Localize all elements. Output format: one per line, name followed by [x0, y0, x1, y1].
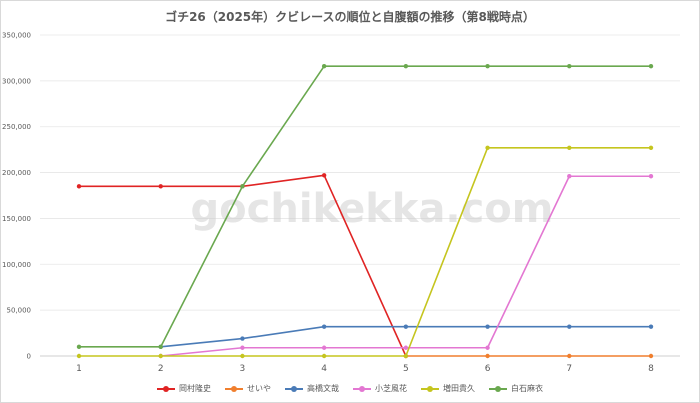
data-point: [648, 353, 654, 359]
series-4: [76, 145, 654, 359]
data-point: [158, 344, 163, 350]
y-tick-label: 50,000: [7, 307, 32, 315]
legend-swatch: [225, 385, 243, 392]
series-line: [79, 65, 651, 348]
x-axis-ticks: 1 2 3 4 5 6 7 8: [76, 364, 654, 374]
data-point: [567, 174, 572, 179]
legend-item: 増田貴久: [421, 383, 475, 394]
y-tick-label: 100,000: [2, 261, 31, 269]
x-tick-label: 2: [158, 364, 164, 374]
legend-marker: [427, 385, 433, 392]
data-point: [567, 63, 572, 69]
y-axis-ticks: 0 50,000 100,000 150,000 200,000 250,000 300,0…: [2, 32, 31, 361]
legend-swatch: [421, 385, 439, 392]
data-point: [485, 324, 490, 329]
series-5: [76, 63, 654, 350]
data-point: [648, 145, 654, 151]
series-line: [160, 325, 651, 348]
data-point: [240, 336, 245, 341]
data-point: [485, 345, 490, 350]
legend-label: 白石麻衣: [511, 384, 543, 393]
y-tick-label: 350,000: [2, 32, 31, 40]
data-point: [158, 184, 163, 189]
x-tick-label: 1: [76, 364, 82, 374]
legend-item: 小芝風花: [353, 383, 407, 394]
data-point: [240, 345, 245, 350]
legend-item: 高橋文哉: [285, 383, 339, 394]
y-tick-label: 0: [27, 353, 31, 361]
series-2: [158, 324, 654, 350]
data-point: [485, 63, 490, 69]
x-tick-label: 5: [403, 364, 409, 374]
legend-marker: [291, 385, 297, 392]
data-point: [403, 324, 409, 329]
y-tick-label: 200,000: [2, 169, 31, 177]
series-group: [76, 63, 654, 359]
legend-marker: [163, 385, 169, 392]
legend: 岡村隆史 せいや 高橋文哉 小芝風花 増田貴久 白石麻衣: [0, 383, 700, 394]
legend-swatch: [353, 385, 371, 392]
watermark: gochikekka.com: [191, 186, 554, 232]
legend-label: せいや: [247, 384, 271, 393]
legend-item: せいや: [225, 383, 271, 394]
legend-label: 岡村隆史: [179, 384, 211, 393]
legend-label: 小芝風花: [375, 384, 407, 393]
data-point: [648, 324, 654, 329]
x-tick-label: 3: [240, 364, 246, 374]
data-point: [76, 184, 82, 189]
legend-item: 白石麻衣: [489, 383, 543, 394]
y-tick-label: 250,000: [2, 123, 31, 131]
data-point: [321, 353, 327, 359]
legend-swatch: [489, 385, 507, 392]
data-point: [567, 145, 572, 151]
data-point: [485, 145, 490, 151]
data-point: [567, 353, 572, 359]
data-point: [648, 63, 654, 69]
x-tick-label: 7: [566, 364, 572, 374]
data-point: [158, 353, 163, 359]
data-point: [403, 345, 409, 350]
x-tick-label: 8: [648, 364, 654, 374]
data-point: [240, 353, 245, 359]
chart-title: ゴチ26（2025年）クビレースの順位と自腹額の推移（第8戦時点）: [165, 10, 535, 24]
x-tick-label: 6: [485, 364, 491, 374]
legend-item: 岡村隆史: [157, 383, 211, 394]
y-tick-label: 300,000: [2, 77, 31, 85]
data-point: [485, 353, 490, 359]
legend-marker: [231, 385, 237, 392]
data-point: [76, 344, 82, 350]
legend-swatch: [157, 385, 175, 392]
y-tick-label: 150,000: [2, 215, 31, 223]
legend-label: 増田貴久: [443, 384, 475, 393]
data-point: [648, 174, 654, 179]
legend-marker: [495, 385, 501, 392]
legend-swatch: [285, 385, 303, 392]
legend-marker: [359, 385, 365, 392]
legend-label: 高橋文哉: [307, 384, 339, 393]
data-point: [321, 324, 327, 329]
data-point: [403, 63, 409, 69]
data-point: [240, 184, 245, 189]
data-point: [321, 63, 327, 69]
series-1: [403, 353, 654, 359]
data-point: [567, 324, 572, 329]
series-line: [79, 147, 651, 357]
data-point: [321, 173, 327, 178]
data-point: [321, 345, 327, 350]
x-tick-label: 4: [321, 364, 327, 374]
data-point: [403, 353, 409, 359]
gridlines: [40, 34, 680, 357]
data-point: [76, 353, 82, 359]
